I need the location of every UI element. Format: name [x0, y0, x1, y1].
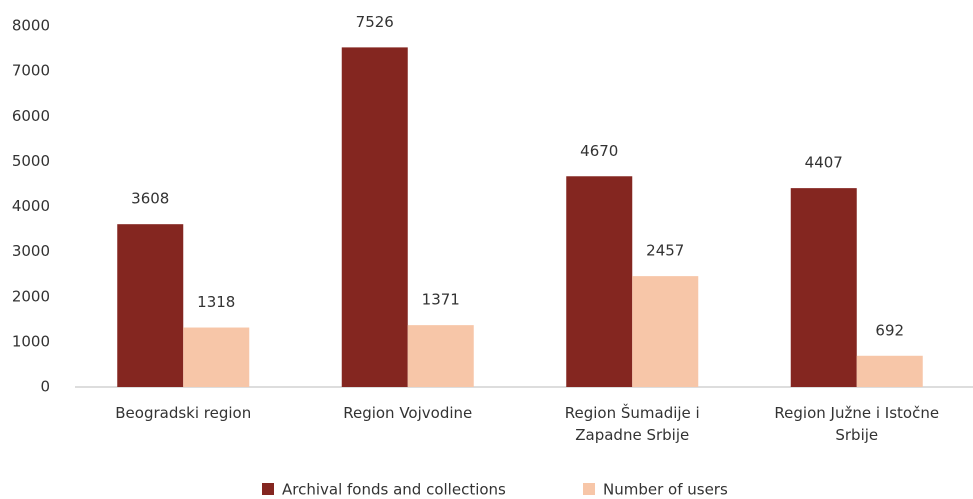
bar [183, 327, 250, 387]
data-label: 4407 [805, 154, 843, 172]
y-tick-label: 3000 [12, 242, 50, 260]
x-tick-label: Region Vojvodine [343, 404, 473, 422]
y-tick-label: 5000 [12, 152, 50, 170]
y-tick-label: 4000 [12, 197, 50, 215]
data-label: 3608 [131, 190, 169, 208]
bar [407, 325, 474, 387]
bar [341, 47, 408, 387]
x-tick-label: Region Šumadije i Zapadne Srbije [564, 404, 700, 444]
legend-swatch [262, 483, 274, 495]
legend-label: Number of users [603, 481, 728, 499]
y-tick-label: 0 [40, 378, 50, 396]
bar [566, 176, 633, 387]
data-label: 2457 [646, 242, 684, 260]
y-tick-label: 8000 [12, 17, 50, 35]
data-label: 4670 [580, 142, 618, 160]
y-tick-label: 7000 [12, 62, 50, 80]
bar [856, 355, 923, 387]
bar [632, 276, 699, 387]
data-label: 1318 [197, 293, 235, 311]
y-tick-label: 1000 [12, 332, 50, 350]
bar [117, 224, 184, 387]
y-tick-label: 2000 [12, 287, 50, 305]
data-label: 7526 [356, 13, 394, 31]
legend-swatch [583, 483, 595, 495]
data-label: 692 [875, 321, 904, 339]
bar [790, 188, 857, 387]
x-tick-label: Beogradski region [115, 404, 252, 422]
y-tick-label: 6000 [12, 107, 50, 125]
data-label: 1371 [422, 291, 460, 309]
x-tick-label: Region Južne i Istočne Srbije [774, 404, 940, 444]
legend-label: Archival fonds and collections [282, 481, 506, 499]
